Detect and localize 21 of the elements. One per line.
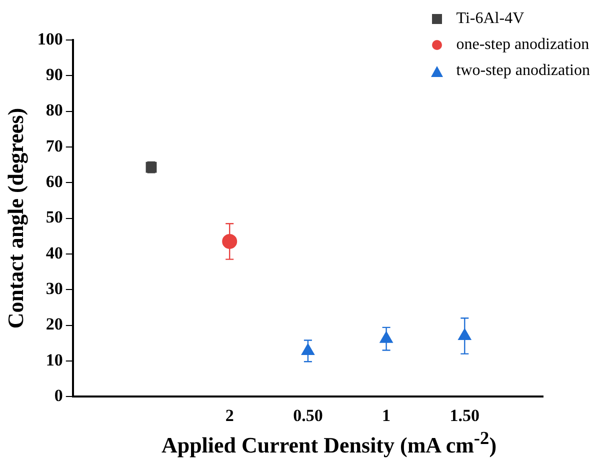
legend-label: one-step anodization <box>456 36 590 54</box>
x-axis-title: Applied Current Density (mA cm$^{-2}$) <box>160 428 498 458</box>
y-tick-label: 30 <box>46 279 63 298</box>
y-tick-label: 50 <box>46 208 63 227</box>
y-tick-label: 100 <box>37 29 63 48</box>
point <box>222 234 238 249</box>
x-tick-label: 0.50 <box>293 406 323 426</box>
y-axis-title: Contact angle (degrees) <box>2 108 28 329</box>
y-tick-label: 60 <box>46 172 63 192</box>
legend-label: two-step anodization <box>456 62 590 80</box>
y-tick-label: 40 <box>46 243 63 262</box>
x-tick-label: 2 <box>225 406 234 426</box>
y-tick-label: 90 <box>46 65 63 84</box>
y-tick-label: 10 <box>46 350 63 370</box>
legend-label: Ti-6Al-4V <box>456 10 524 28</box>
y-tick-label: 70 <box>46 136 63 156</box>
y-tick-label: 20 <box>46 314 63 334</box>
y-tick-label: 0 <box>54 386 63 405</box>
y-tick-label: 80 <box>46 100 63 120</box>
x-tick-label: 1.50 <box>450 406 480 426</box>
x-tick-label: 1 <box>382 406 391 426</box>
